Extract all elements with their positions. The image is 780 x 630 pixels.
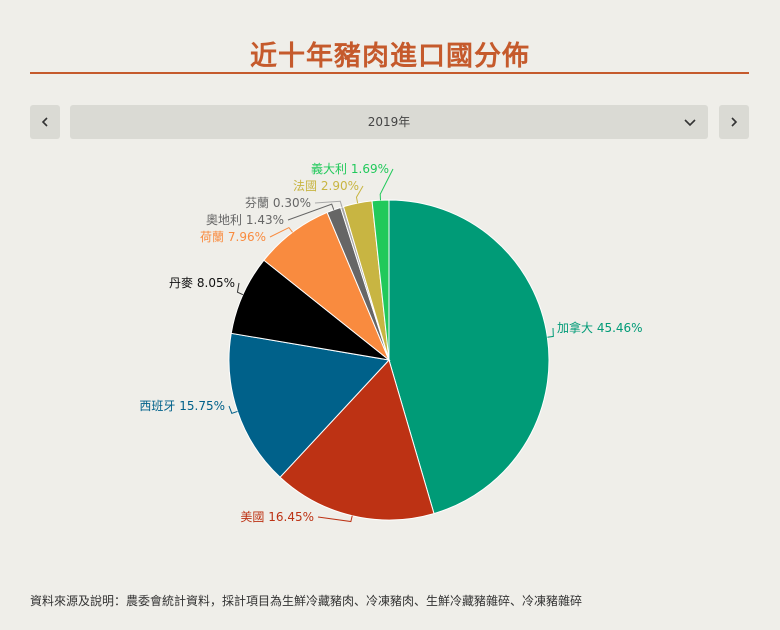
- slice-label-name-2: 西班牙: [139, 399, 179, 413]
- leader-line-8: [379, 168, 394, 201]
- previous-year-button[interactable]: [30, 105, 60, 139]
- slice-label-value-3: 8.05%: [197, 276, 235, 290]
- slice-label-name-8: 義大利: [311, 161, 351, 176]
- slice-label-value-4: 7.96%: [228, 230, 266, 244]
- slice-label-name-5: 奧地利: [206, 213, 246, 227]
- leader-line-5: [287, 203, 335, 221]
- slice-label-value-6: 0.30%: [273, 196, 311, 210]
- slice-label-name-6: 芬蘭: [245, 196, 273, 210]
- chevron-down-icon: [684, 119, 696, 127]
- slice-label-value-1: 16.45%: [268, 510, 314, 524]
- slice-label-name-0: 加拿大: [557, 320, 597, 335]
- slice-label-value-8: 1.69%: [351, 162, 389, 176]
- leader-line-0: [547, 327, 554, 338]
- source-note: 資料來源及說明：農委會統計資料，採計項目為生鮮冷藏豬肉、冷凍豬肉、生鮮冷藏豬雜碎…: [30, 594, 583, 608]
- next-year-button[interactable]: [719, 105, 749, 139]
- slice-label-name-3: 丹麥: [169, 276, 197, 290]
- leader-line-7: [355, 185, 364, 204]
- slice-label-2: 西班牙 15.75%: [139, 399, 225, 413]
- slice-label-3: 丹麥 8.05%: [169, 276, 235, 290]
- slice-label-name-7: 法國: [293, 179, 321, 193]
- slice-label-4: 荷蘭 7.96%: [200, 230, 266, 244]
- pie-slice-1[interactable]: [279, 359, 435, 521]
- chevron-left-icon: [41, 117, 48, 127]
- slice-label-value-0: 45.46%: [597, 321, 643, 335]
- slice-label-7: 法國 2.90%: [293, 179, 359, 193]
- year-select-value: 2019年: [367, 115, 411, 129]
- leader-line-1: [317, 515, 353, 523]
- leader-line-2: [228, 405, 238, 414]
- year-select[interactable]: 2019年: [70, 105, 708, 139]
- leader-line-6: [314, 200, 343, 208]
- slice-label-value-7: 2.90%: [321, 179, 359, 193]
- slice-label-0: 加拿大 45.46%: [557, 320, 643, 335]
- slice-label-name-1: 美國: [240, 510, 268, 524]
- pie-slice-0[interactable]: [388, 199, 550, 515]
- slice-label-name-4: 荷蘭: [200, 230, 228, 244]
- leader-line-4: [269, 226, 293, 238]
- slice-label-1: 美國 16.45%: [240, 510, 314, 524]
- leader-line-3: [236, 282, 244, 296]
- chart-title: 近十年豬肉進口國分佈: [250, 41, 530, 72]
- title-divider: [30, 72, 749, 74]
- pie-chart: 加拿大 45.46% 美國 16.45% 西班牙 15.75% 丹麥 8.05% 荷蘭 …: [139, 161, 643, 524]
- slice-label-8: 義大利 1.69%: [311, 161, 389, 176]
- slice-label-5: 奧地利 1.43%: [206, 213, 284, 227]
- chevron-right-icon: [731, 117, 738, 127]
- slice-label-value-2: 15.75%: [179, 399, 225, 413]
- slice-label-6: 芬蘭 0.30%: [245, 196, 311, 210]
- slice-label-value-5: 1.43%: [246, 213, 284, 227]
